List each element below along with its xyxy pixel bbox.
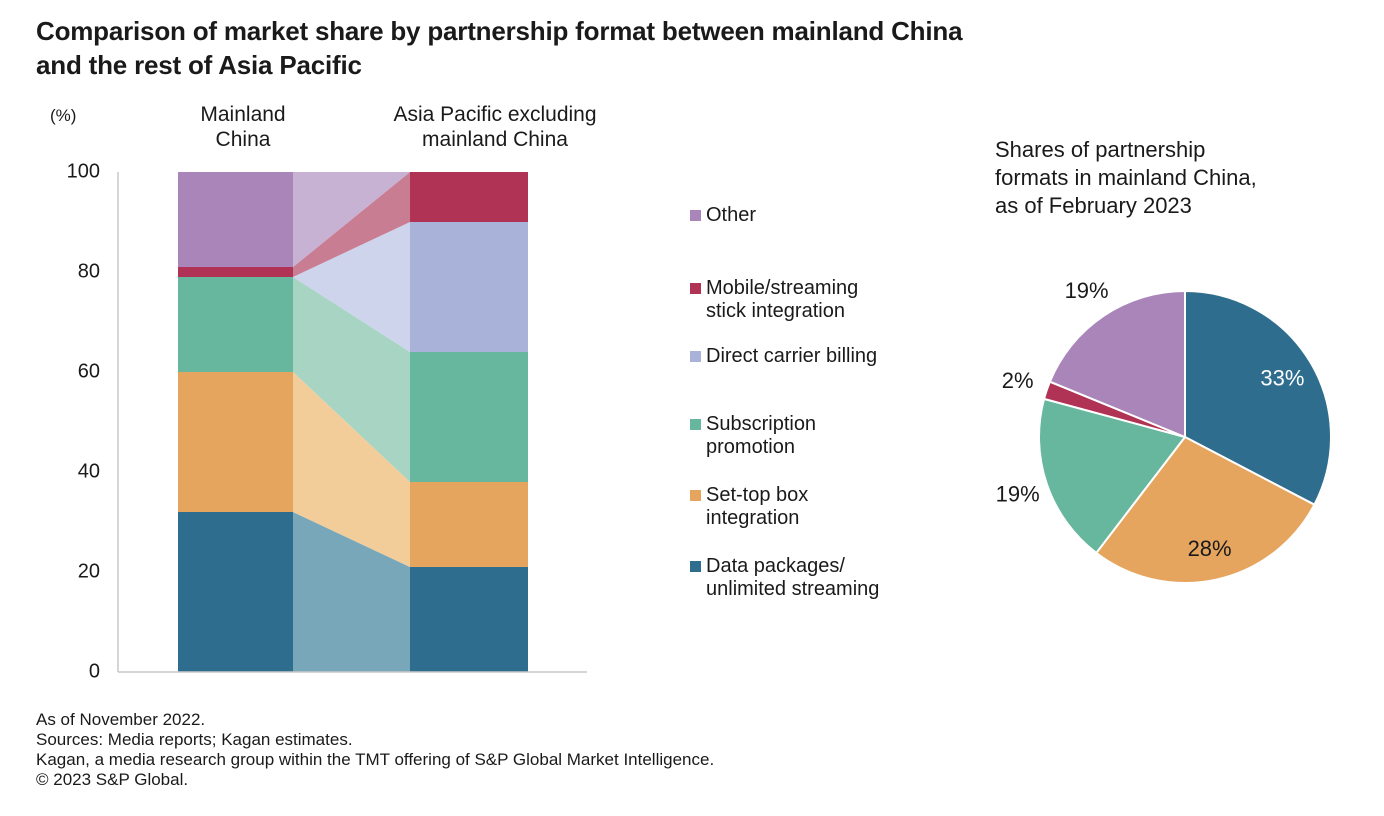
stacked-slope-chart [117, 172, 587, 673]
segment-apac-direct-carrier-billing [410, 222, 528, 352]
legend-item-direct-carrier-billing: Direct carrier billing [690, 345, 877, 368]
segment-mainland-other [178, 172, 293, 267]
legend-swatch-mobile-streaming-stick-integration [690, 283, 701, 294]
chart-title: Comparison of market share by partnershi… [36, 16, 963, 80]
pie-slice-set-top-box-integration [1095, 436, 1316, 584]
column-header-mainland-china: Mainland China [200, 103, 286, 151]
segment-apac-mobile-streaming-stick-integration [410, 172, 528, 222]
segment-mainland-mobile-streaming-stick-integration [178, 267, 293, 277]
pie-slice-subscription-promotion [1037, 397, 1186, 554]
legend-swatch-set-top-box-integration [690, 490, 701, 501]
pie-label-subscription-promotion: 19% [996, 481, 1040, 506]
legend-item-data-packages-unlimited-streaming: Data packages/ unlimited streaming [690, 555, 879, 601]
pie-label-other: 19% [1065, 278, 1109, 303]
footnote-line-1: As of November 2022. [36, 710, 206, 729]
pie-label-set-top-box-integration: 28% [1188, 536, 1232, 561]
segment-mainland-data-packages-unlimited-streaming [178, 512, 293, 672]
y-tick-label-60: 60 [77, 360, 100, 383]
y-tick-label-20: 20 [77, 560, 100, 583]
legend-swatch-data-packages-unlimited-streaming [690, 561, 701, 572]
legend-label-direct-carrier-billing: Direct carrier billing [706, 345, 878, 367]
transition-data-packages-unlimited-streaming [293, 512, 410, 672]
legend-item-other: Other [690, 204, 756, 227]
column-header-asia-pacific: Asia Pacific excluding mainland China [393, 103, 597, 151]
transition-other [293, 172, 410, 267]
segment-mainland-subscription-promotion [178, 277, 293, 372]
pie-label-mobile-streaming-stick-integration: 2% [1002, 368, 1034, 393]
segment-apac-data-packages-unlimited-streaming [410, 567, 528, 672]
y-tick-label-80: 80 [77, 260, 100, 283]
y-tick-label-40: 40 [77, 460, 100, 483]
legend-item-subscription-promotion: Subscription promotion [690, 413, 816, 459]
legend-swatch-subscription-promotion [690, 419, 701, 430]
pie-slice-data-packages-unlimited-streaming [1184, 290, 1332, 506]
y-tick-label-100: 100 [66, 160, 100, 183]
footnote-line-3: Kagan, a media research group within the… [36, 750, 715, 769]
legend-label-other: Other [706, 204, 757, 226]
pie-chart: 33% 28% 19% 2% 19% [996, 278, 1332, 584]
transition-direct-carrier-billing [293, 222, 410, 352]
legend-label-subscription-promotion: Subscription promotion [706, 413, 817, 458]
legend-label-set-top-box-integration: Set-top box integration [706, 484, 809, 529]
legend-label-data-packages-unlimited-streaming: Data packages/ unlimited streaming [706, 555, 880, 600]
transition-set-top-box-integration [293, 372, 410, 567]
footnote-line-2: Sources: Media reports; Kagan estimates. [36, 730, 353, 749]
legend-swatch-direct-carrier-billing [690, 351, 701, 362]
legend-item-set-top-box-integration: Set-top box integration [690, 484, 808, 530]
footnotes: As of November 2022. Sources: Media repor… [36, 710, 714, 790]
segment-apac-subscription-promotion [410, 352, 528, 482]
transition-subscription-promotion [293, 277, 410, 482]
pie-label-data-packages-unlimited-streaming: 33% [1260, 366, 1304, 391]
legend-swatch-other [690, 210, 701, 221]
pie-chart-title: Shares of partnership formats in mainlan… [995, 137, 1257, 218]
segment-apac-set-top-box-integration [410, 482, 528, 567]
y-axis-unit-label: (%) [50, 106, 77, 125]
footnote-line-4: © 2023 S&P Global. [36, 770, 189, 789]
y-tick-label-0: 0 [88, 660, 100, 683]
legend-item-mobile-streaming-stick-integration: Mobile/streaming stick integration [690, 277, 858, 323]
segment-mainland-set-top-box-integration [178, 372, 293, 512]
legend-label-mobile-streaming-stick-integration: Mobile/streaming stick integration [706, 277, 859, 322]
pie-slice-other [1048, 290, 1186, 438]
transition-mobile-streaming-stick-integration [293, 172, 410, 277]
